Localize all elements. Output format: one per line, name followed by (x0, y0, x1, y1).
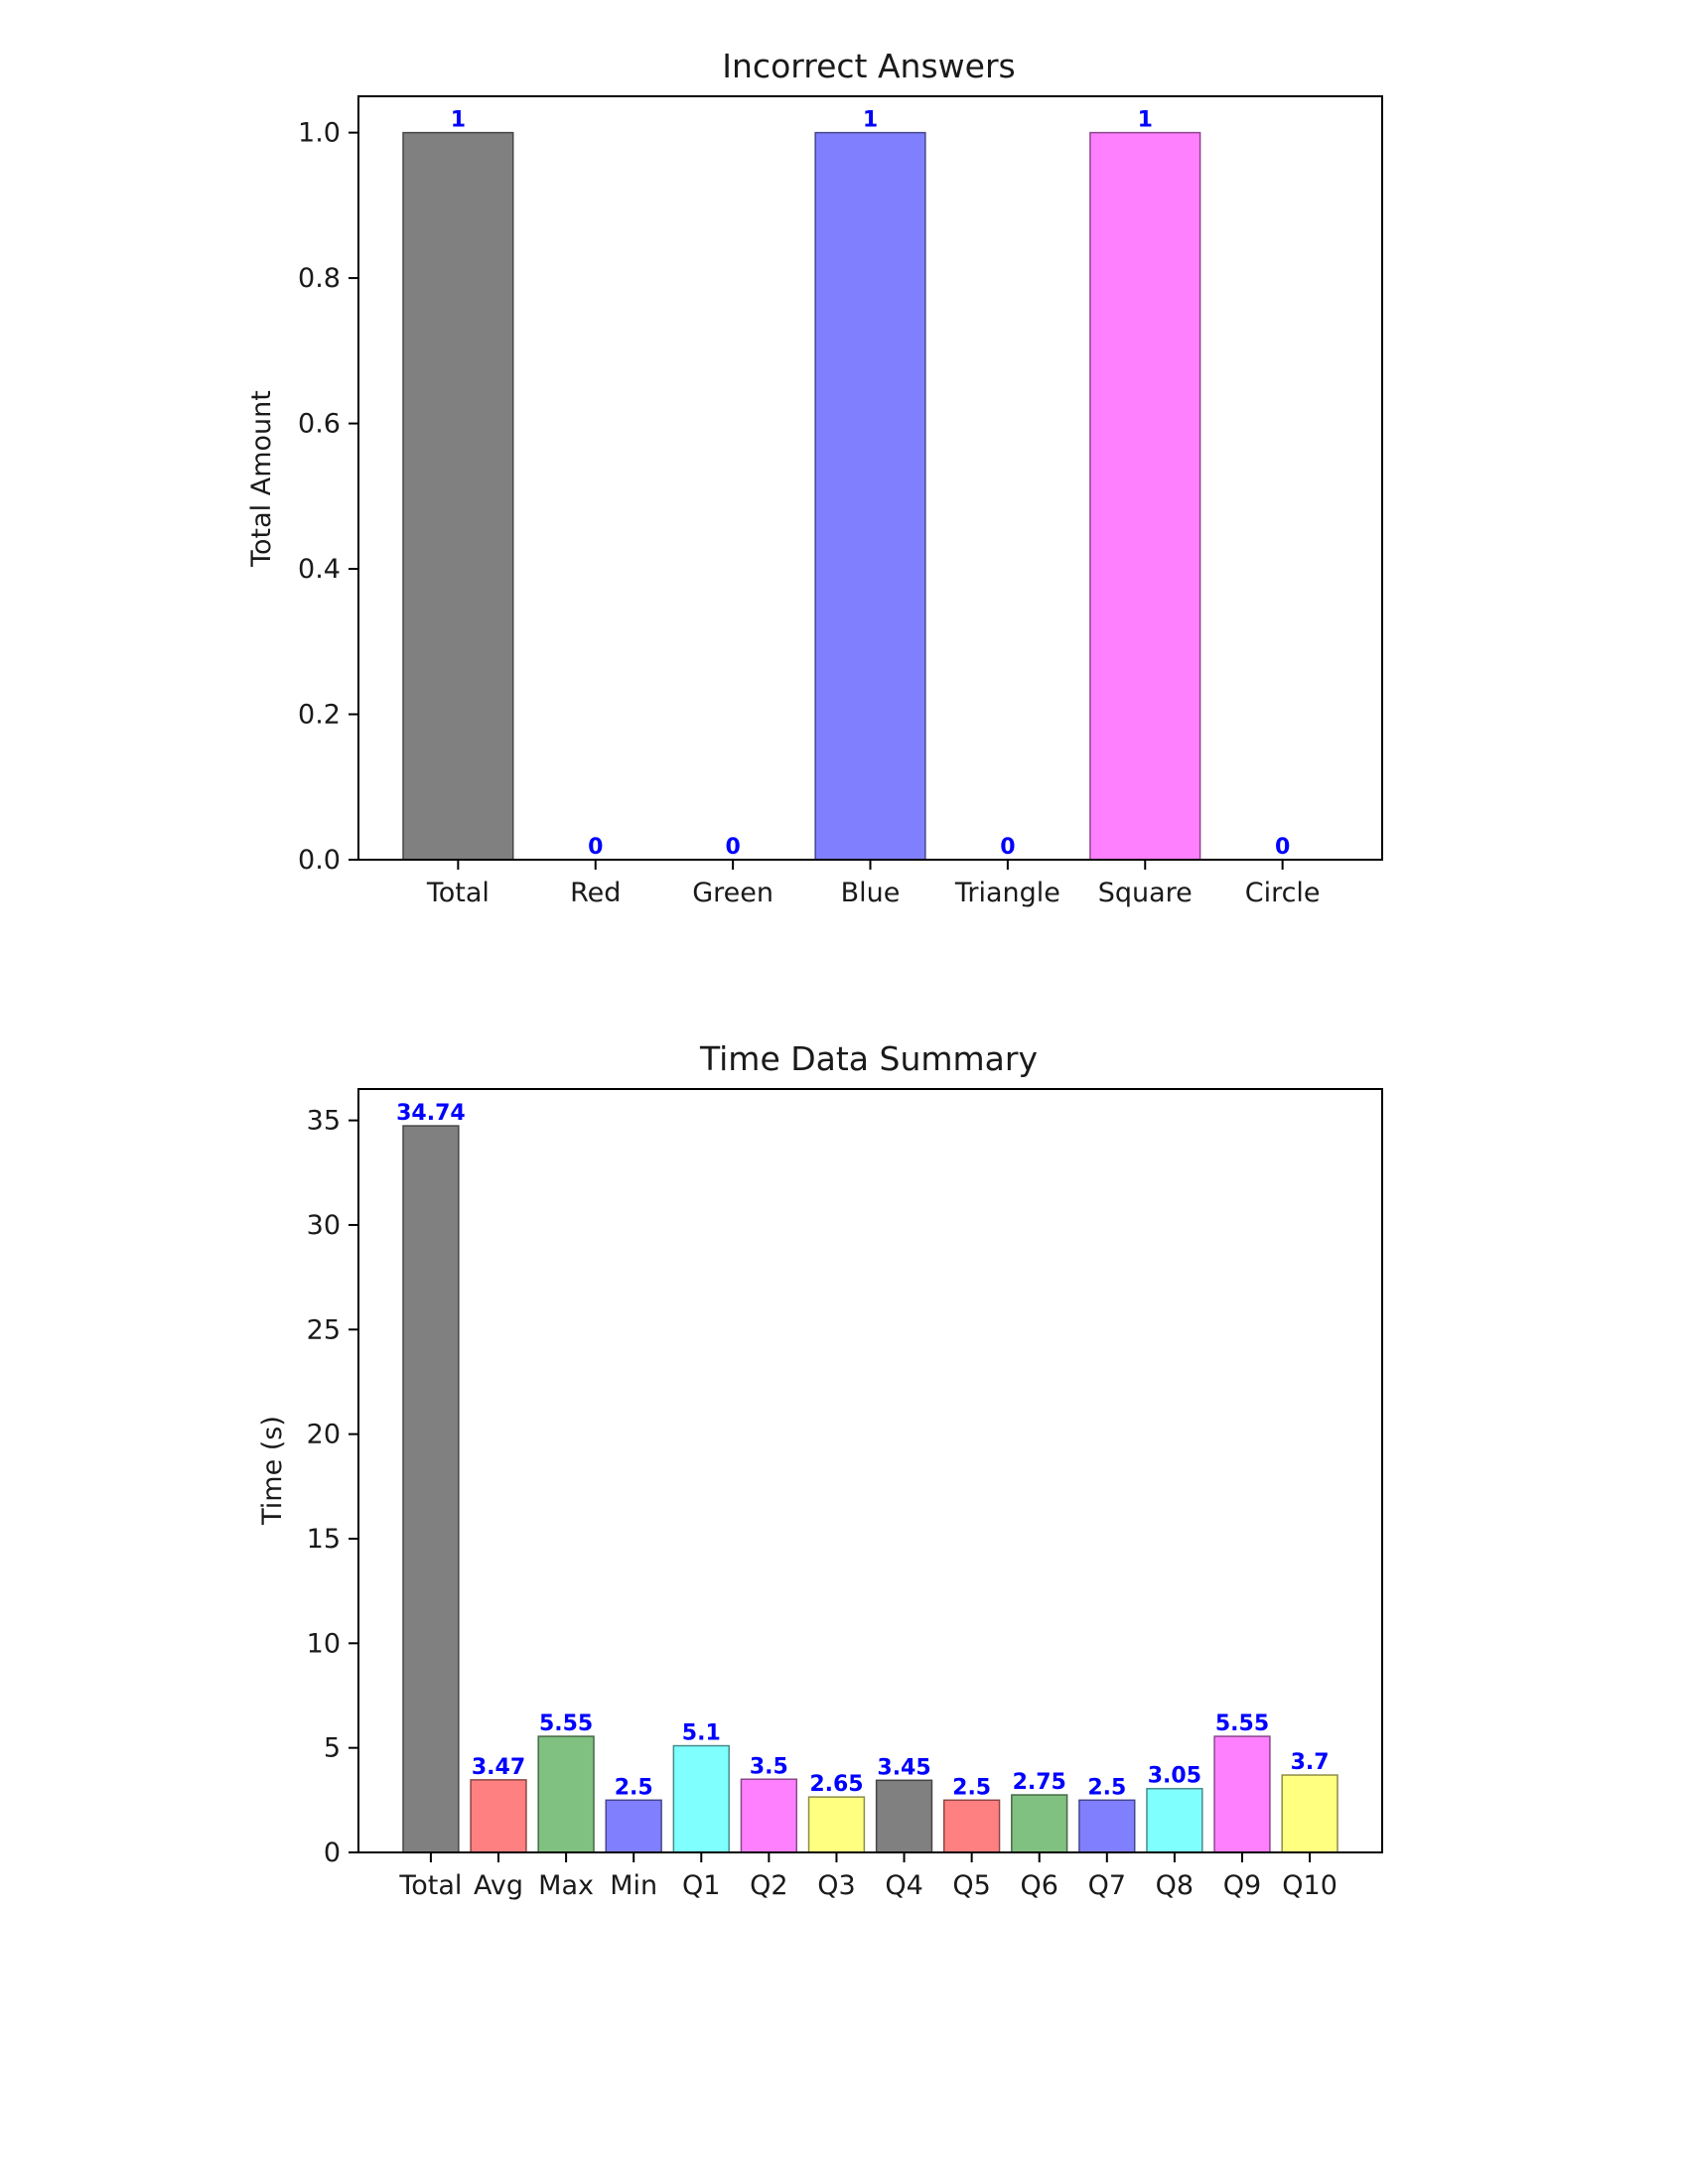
plot-frame (357, 95, 1383, 861)
data-label: 0 (588, 835, 603, 860)
x-tick-label: Blue (841, 878, 901, 908)
bar-q8 (1146, 1787, 1203, 1853)
y-axis: 0 5 10 15 20 25 30 35 (307, 1106, 358, 1868)
data-label: 1 (863, 108, 878, 133)
x-tick-label: Q3 (817, 1870, 855, 1901)
y-tick-label: 35 (307, 1106, 341, 1137)
x-tick-label: Q6 (1021, 1870, 1058, 1901)
bar-q3 (807, 1796, 866, 1853)
x-tick-label: Min (610, 1870, 657, 1901)
data-label: 3.7 (1291, 1750, 1330, 1775)
chart-title: Time Data Summary (699, 1039, 1038, 1078)
x-axis: Total Red Green Blue Triangle Square Circle (426, 860, 1321, 908)
y-tick-label: 1.0 (298, 118, 341, 149)
x-tick-label: Max (538, 1870, 594, 1901)
x-tick-label: Q4 (885, 1870, 922, 1901)
bar-max (537, 1735, 595, 1853)
x-tick-label: Q8 (1156, 1870, 1194, 1901)
data-label: 5.55 (539, 1711, 593, 1736)
bar-blue (814, 131, 926, 861)
data-label: 3.47 (472, 1755, 525, 1780)
bar-total (402, 131, 514, 861)
incorrect-answers-chart: Incorrect Answers Total Amount 1 0 0 1 0 1 0 0… (246, 47, 1383, 908)
plot-frame (357, 1088, 1383, 1853)
y-tick-label: 15 (307, 1524, 341, 1555)
x-tick-label: Triangle (954, 878, 1060, 908)
x-tick-label: Total (398, 1870, 462, 1901)
data-label: 5.1 (682, 1721, 721, 1746)
data-label: 3.5 (750, 1754, 788, 1779)
bar-q9 (1213, 1735, 1271, 1853)
bar-group (402, 1125, 1338, 1853)
bar-q10 (1281, 1774, 1338, 1853)
bar-square (1089, 131, 1201, 861)
x-tick-label: Square (1098, 878, 1193, 908)
data-label: 0 (1275, 835, 1290, 860)
data-label: 2.5 (1087, 1775, 1126, 1800)
y-axis-label: Total Amount (246, 390, 277, 568)
bar-q5 (942, 1799, 1001, 1853)
x-tick-label: Q7 (1088, 1870, 1126, 1901)
y-tick-label: 0.4 (298, 554, 341, 585)
y-tick-label: 30 (307, 1210, 341, 1241)
y-tick-label: 25 (307, 1314, 341, 1345)
data-label-group: 34.74 3.47 5.55 2.5 5.1 3.5 2.65 3.45 2.5 2.75 2.5… (396, 1101, 1329, 1800)
data-label: 0 (725, 835, 740, 860)
y-tick-label: 0.0 (298, 845, 341, 876)
x-tick-label: Red (570, 878, 621, 908)
y-axis: 0.0 0.2 0.4 0.6 0.8 1.0 (298, 118, 358, 876)
y-tick-label: 5 (324, 1733, 341, 1764)
data-label: 5.55 (1215, 1711, 1269, 1736)
x-axis: Total Avg Max Min Q1 Q2 Q3 Q4 Q5 Q6 Q7 Q8 Q9 Q10 (398, 1852, 1337, 1901)
bar-q2 (740, 1778, 798, 1853)
bar-q1 (672, 1744, 730, 1853)
bar-q4 (875, 1779, 933, 1853)
bar-q6 (1011, 1794, 1068, 1853)
data-label: 1 (1138, 108, 1153, 133)
data-label: 1 (451, 108, 466, 133)
y-tick-label: 0.2 (298, 700, 341, 731)
bar-avg (470, 1779, 527, 1853)
y-axis-label: Time (s) (257, 1416, 288, 1526)
x-tick-label: Q5 (952, 1870, 990, 1901)
x-tick-label: Avg (474, 1870, 523, 1901)
bar-min (605, 1799, 662, 1853)
y-tick-label: 20 (307, 1420, 341, 1450)
y-tick-label: 0.8 (298, 263, 341, 294)
data-label-group: 1 0 0 1 0 1 0 (451, 108, 1291, 860)
x-tick-label: Q1 (682, 1870, 720, 1901)
data-label: 34.74 (396, 1101, 466, 1126)
data-label: 3.05 (1148, 1764, 1201, 1789)
x-tick-label: Total (426, 878, 490, 908)
x-tick-label: Green (692, 878, 774, 908)
time-data-summary-chart: Time Data Summary Time (s) 34.74 3.47 5.55… (257, 1039, 1383, 1901)
data-label: 2.65 (809, 1772, 863, 1797)
data-label: 3.45 (877, 1755, 930, 1780)
data-label: 0 (1000, 835, 1015, 860)
data-label: 2.5 (615, 1775, 653, 1800)
y-tick-label: 0 (324, 1838, 341, 1868)
bar-q7 (1078, 1799, 1136, 1853)
x-tick-label: Q10 (1282, 1870, 1337, 1901)
x-tick-label: Q2 (750, 1870, 787, 1901)
y-tick-label: 0.6 (298, 409, 341, 440)
x-tick-label: Circle (1245, 878, 1321, 908)
chart-title: Incorrect Answers (722, 47, 1015, 85)
bar-group (402, 131, 1201, 861)
bar-total (402, 1125, 460, 1853)
data-label: 2.75 (1013, 1770, 1066, 1795)
x-tick-label: Q9 (1223, 1870, 1261, 1901)
data-label: 2.5 (952, 1775, 991, 1800)
y-tick-label: 10 (307, 1628, 341, 1659)
